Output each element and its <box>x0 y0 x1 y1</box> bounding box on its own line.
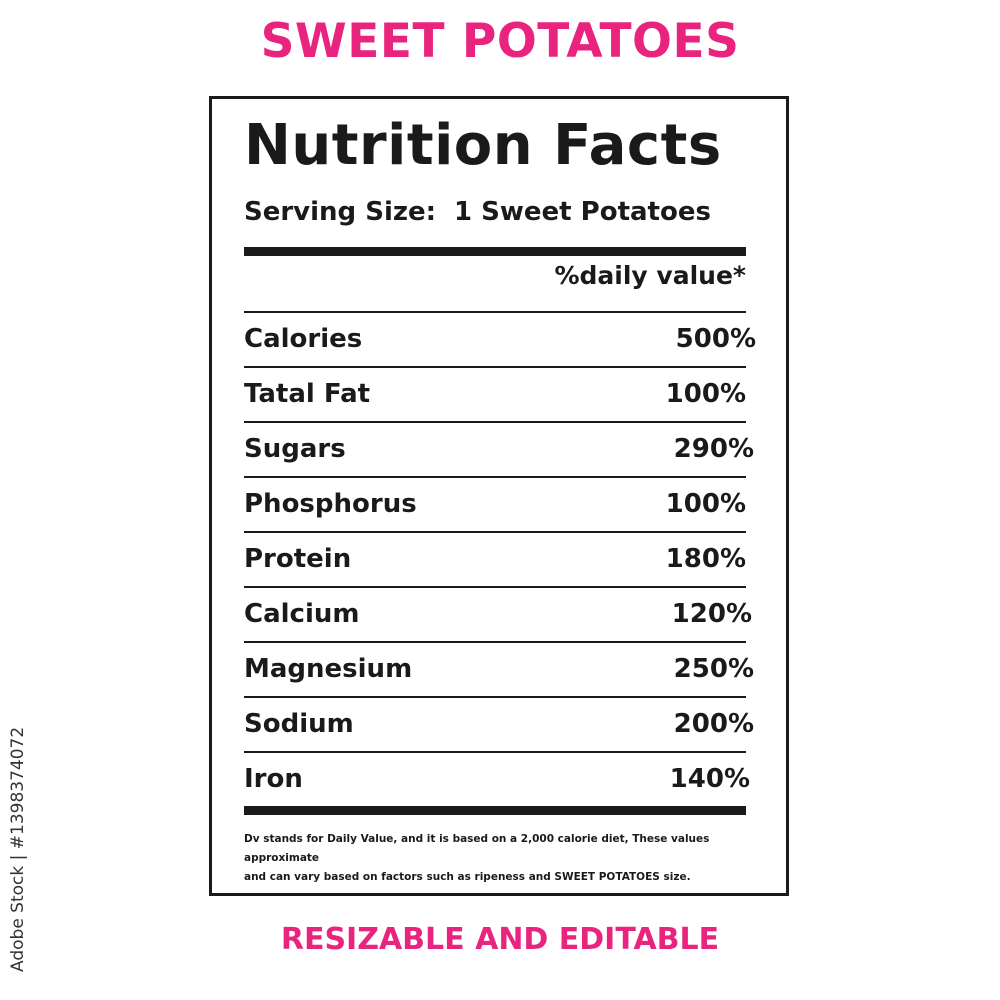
divider <box>244 421 746 423</box>
nutrient-row-calcium: Calcium 120% <box>244 587 756 641</box>
nutrient-name: Calcium <box>244 599 360 629</box>
divider <box>244 531 746 533</box>
serving-size-value: 1 Sweet Potatoes <box>454 197 711 227</box>
footnote-line: Dv stands for Daily Value, and it is bas… <box>244 833 710 864</box>
serving-size: Serving Size: 1 Sweet Potatoes <box>244 197 711 227</box>
serving-size-label: Serving Size: <box>244 197 437 227</box>
nutrient-value: 100% <box>665 489 746 519</box>
nutrient-row-phosphorus: Phosphorus 100% <box>244 477 756 531</box>
nutrient-value: 250% <box>673 654 754 684</box>
page-title: SWEET POTATOES <box>260 14 740 69</box>
nutrient-value: 140% <box>669 764 750 794</box>
footnote-line: and can vary based on factors such as ri… <box>244 871 691 883</box>
nutrient-name: Calories <box>244 324 363 354</box>
divider <box>244 641 746 643</box>
divider <box>244 751 746 753</box>
nutrient-name: Sodium <box>244 709 354 739</box>
nutrient-value: 290% <box>673 434 754 464</box>
top-thick-divider <box>244 247 746 256</box>
nutrient-row-calories: Calories 500% <box>244 312 756 366</box>
nutrition-label: Nutrition Facts Serving Size: 1 Sweet Pot… <box>209 96 789 896</box>
nutrient-row-sugars: Sugars 290% <box>244 422 756 476</box>
divider <box>244 366 746 368</box>
nutrient-value: 500% <box>675 324 756 354</box>
nutrient-value: 120% <box>671 599 752 629</box>
nutrient-row-sodium: Sodium 200% <box>244 697 756 751</box>
nutrient-name: Iron <box>244 764 303 794</box>
nutrient-value: 200% <box>673 709 754 739</box>
footnote: Dv stands for Daily Value, and it is bas… <box>244 830 774 887</box>
nutrient-name: Tatal Fat <box>244 379 371 409</box>
nutrient-name: Magnesium <box>244 654 413 684</box>
divider <box>244 586 746 588</box>
nutrient-row-total-fat: Tatal Fat 100% <box>244 367 756 421</box>
subtitle: RESIZABLE AND EDITABLE <box>280 922 720 957</box>
nutrient-name: Protein <box>244 544 352 574</box>
daily-value-header: %daily value* <box>554 261 746 290</box>
nutrient-name: Sugars <box>244 434 346 464</box>
nutrient-row-iron: Iron 140% <box>244 752 756 806</box>
nutrient-value: 100% <box>665 379 746 409</box>
nutrient-name: Phosphorus <box>244 489 417 519</box>
stock-id-watermark: Adobe Stock | #1398374072 <box>8 726 28 972</box>
bottom-thick-divider <box>244 806 746 815</box>
nutrient-value: 180% <box>665 544 746 574</box>
divider <box>244 696 746 698</box>
divider <box>244 311 746 313</box>
nutrition-facts-heading: Nutrition Facts <box>244 113 722 178</box>
nutrient-row-protein: Protein 180% <box>244 532 756 586</box>
divider <box>244 476 746 478</box>
nutrient-row-magnesium: Magnesium 250% <box>244 642 756 696</box>
